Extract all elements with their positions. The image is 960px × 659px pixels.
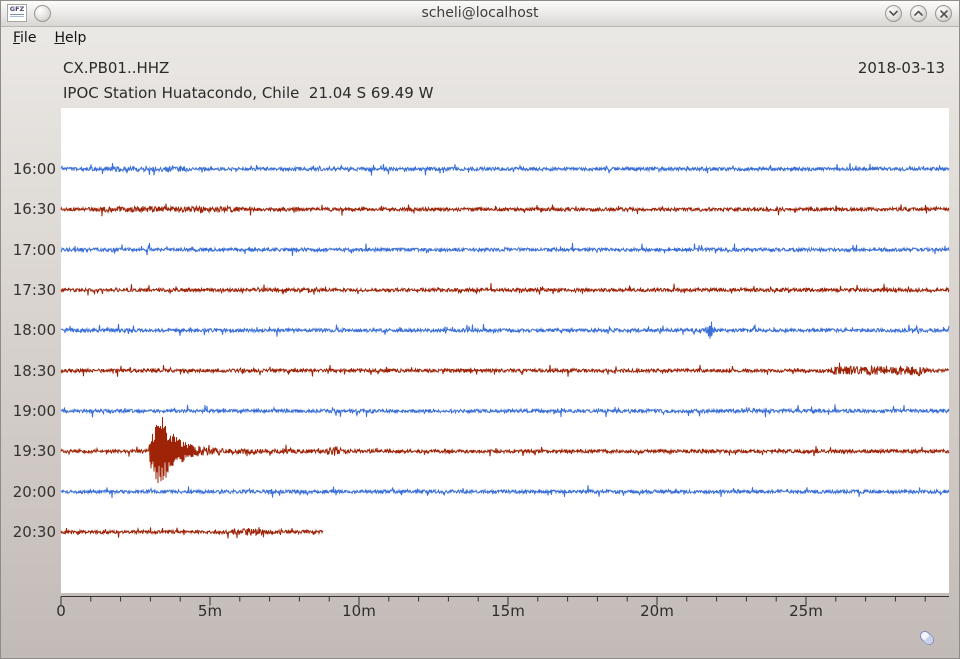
chevron-down-icon xyxy=(888,9,899,18)
time-label: 18:30 xyxy=(12,361,56,380)
close-button[interactable] xyxy=(935,5,952,22)
maximize-button[interactable] xyxy=(910,5,927,22)
menu-help[interactable]: Help xyxy=(54,30,87,46)
trace-row-2030[interactable] xyxy=(60,526,324,539)
time-label: 19:00 xyxy=(12,401,56,420)
trace-row-1830[interactable] xyxy=(60,362,950,377)
stream-id-label: CX.PB01..HHZ xyxy=(63,59,170,77)
trace-row-1700[interactable] xyxy=(60,242,950,257)
x-tick-label: 15m xyxy=(491,602,525,620)
station-description-label: IPOC Station Huatacondo, Chile 21.04 S 6… xyxy=(63,84,434,102)
time-label: 20:00 xyxy=(12,482,56,501)
window-title: scheli@localhost xyxy=(421,5,539,21)
chevron-up-icon xyxy=(913,9,924,18)
x-tick-label: 0 xyxy=(56,602,66,620)
titlebar: GFZ scheli@localhost xyxy=(1,1,959,27)
time-label: 17:30 xyxy=(12,280,56,299)
menubar: File Help xyxy=(1,27,959,49)
connection-status-icon xyxy=(919,630,935,646)
time-label: 17:00 xyxy=(12,240,56,259)
trace-row-2000[interactable] xyxy=(60,485,950,499)
time-label: 19:30 xyxy=(12,442,56,461)
minimize-button[interactable] xyxy=(885,5,902,22)
time-label: 16:30 xyxy=(12,200,56,219)
trace-row-1800[interactable] xyxy=(60,321,950,339)
x-tick-label: 25m xyxy=(789,602,823,620)
menu-file[interactable]: File xyxy=(13,30,37,46)
close-icon xyxy=(939,9,949,19)
x-tick-label: 20m xyxy=(640,602,674,620)
x-tick-label: 5m xyxy=(197,602,223,620)
x-tick-label: 10m xyxy=(342,602,376,620)
time-label: 20:30 xyxy=(12,522,56,541)
trace-row-1600[interactable] xyxy=(60,163,950,176)
trace-row-1730[interactable] xyxy=(60,282,950,296)
window-controls xyxy=(885,5,952,22)
time-label: 18:00 xyxy=(12,321,56,340)
trace-row-1900[interactable] xyxy=(60,404,950,418)
date-label: 2018-03-13 xyxy=(857,59,945,77)
window-menu-button[interactable] xyxy=(34,5,51,22)
trace-row-1630[interactable] xyxy=(60,203,950,217)
gfz-logo-icon: GFZ xyxy=(7,4,27,22)
trace-row-1930[interactable] xyxy=(60,417,950,484)
time-label: 16:00 xyxy=(12,160,56,178)
